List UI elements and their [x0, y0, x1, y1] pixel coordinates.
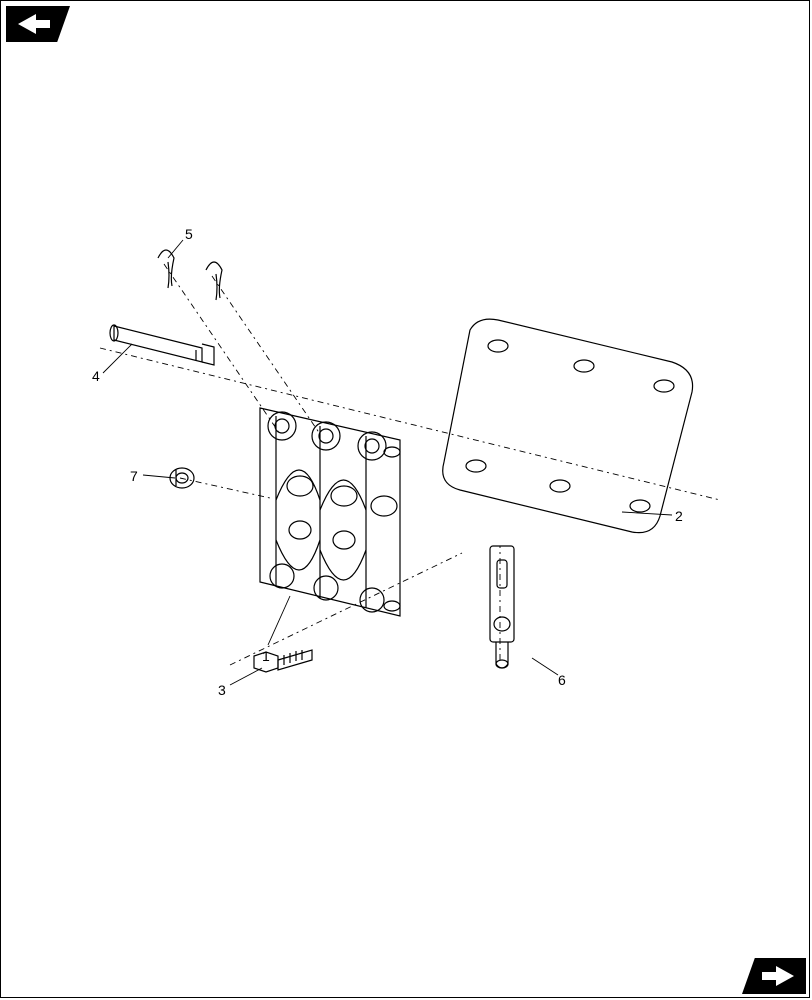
- callout-leaders: [103, 240, 672, 685]
- part-plate: [443, 319, 693, 533]
- part-bar: [490, 546, 514, 668]
- callout-2: 2: [675, 508, 683, 524]
- assembly-axes: [100, 264, 720, 665]
- callout-1: 1: [262, 648, 270, 664]
- diagram-canvas: 1 2 3 4 5 6 7: [0, 0, 812, 1000]
- part-clips: [158, 250, 222, 300]
- callout-5: 5: [185, 226, 193, 242]
- part-pin: [110, 325, 214, 365]
- callout-6: 6: [558, 672, 566, 688]
- parts-diagram-svg: [0, 0, 812, 1000]
- callout-3: 3: [218, 682, 226, 698]
- part-bracket: [260, 408, 400, 616]
- callout-7: 7: [130, 468, 138, 484]
- callout-4: 4: [92, 368, 100, 384]
